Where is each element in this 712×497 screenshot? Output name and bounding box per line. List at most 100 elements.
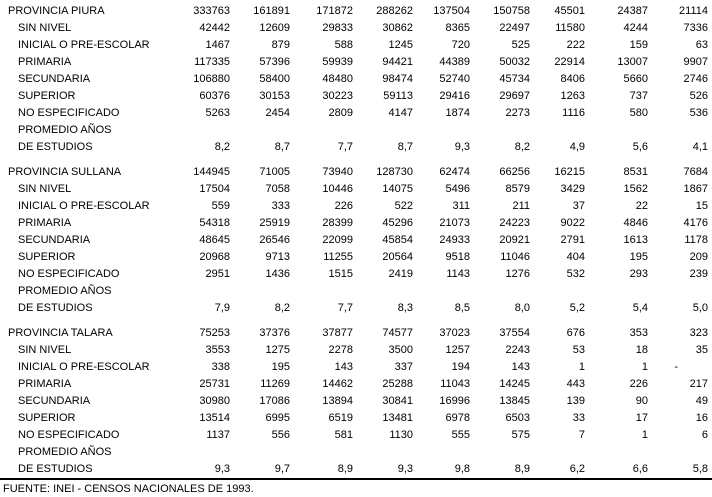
value-cell: 536: [689, 107, 708, 119]
value-cell: 50032: [499, 56, 530, 68]
value-cell: [353, 283, 413, 300]
value-cell: 8,0: [514, 302, 530, 314]
total-cell: 150758: [493, 5, 530, 17]
value-cell: 22497: [499, 22, 530, 34]
table-row: INICIAL O PRE-ESCOLAR 338 195 143 337 194 143 1…: [8, 359, 708, 376]
value-cell: [170, 122, 230, 139]
value-cell: 4,9: [569, 141, 585, 153]
value-cell: [353, 444, 413, 461]
value-cell: [470, 444, 530, 461]
value-cell: 1515: [328, 268, 353, 280]
total-cell: 62474: [439, 166, 470, 178]
value-cell: 209: [689, 251, 708, 263]
value-cell: 8,3: [397, 302, 413, 314]
value-cell: 11046: [500, 251, 530, 263]
value-cell: 57396: [259, 56, 290, 68]
value-cell: 3429: [560, 183, 585, 195]
value-cell: 1867: [683, 183, 708, 195]
value-cell: 29697: [499, 90, 530, 102]
value-cell: 18: [635, 344, 648, 356]
value-cell: 5,0: [692, 302, 708, 314]
value-cell: 8,7: [274, 141, 290, 153]
value-cell: 22914: [554, 56, 585, 68]
value-cell: 24223: [499, 217, 530, 229]
value-cell: 16: [695, 412, 708, 424]
value-cell: 404: [566, 251, 585, 263]
total-cell: 353: [629, 327, 648, 339]
value-cell: 94421: [382, 56, 413, 68]
total-cell: 37023: [439, 327, 470, 339]
value-cell: 1: [641, 429, 648, 441]
total-cell: 37554: [499, 327, 530, 339]
value-cell: [170, 283, 230, 300]
value-cell: 5,6: [632, 141, 648, 153]
value-cell: 5,8: [692, 463, 708, 475]
value-cell: 6519: [328, 412, 353, 424]
value-cell: 10446: [322, 183, 353, 195]
section-title-row: PROVINCIA PIURA 333763 161891 171872 288262 1…: [8, 3, 708, 20]
value-cell: 4176: [683, 217, 708, 229]
value-cell: 6978: [445, 412, 470, 424]
table-row: INICIAL O PRE-ESCOLAR 559 333 226 522 311 211 3…: [8, 198, 708, 215]
value-cell: 2951: [205, 268, 230, 280]
value-cell: 12609: [259, 22, 290, 34]
value-cell: [585, 283, 648, 300]
total-cell: 45501: [554, 5, 585, 17]
value-cell: 8,9: [514, 463, 530, 475]
value-cell: 2273: [505, 107, 530, 119]
row-label: SECUNDARIA: [18, 73, 91, 85]
value-cell: 211: [512, 200, 530, 212]
row-label: PROMEDIO AÑOS: [18, 446, 112, 458]
value-cell: 49: [695, 395, 708, 407]
value-cell: 15: [695, 200, 708, 212]
value-cell: 2791: [560, 234, 585, 246]
value-cell: 4846: [623, 217, 648, 229]
value-cell: 14075: [382, 183, 413, 195]
value-cell: 13514: [199, 412, 230, 424]
value-cell: 2243: [505, 344, 530, 356]
value-cell: 25288: [382, 378, 413, 390]
value-cell: 556: [271, 429, 290, 441]
total-cell: 37376: [259, 327, 290, 339]
section-title-row: PROVINCIA TALARA 75253 37376 37877 74577 3702…: [8, 325, 708, 342]
value-cell: 30841: [382, 395, 413, 407]
value-cell: 5,2: [569, 302, 585, 314]
value-cell: 7058: [265, 183, 290, 195]
value-cell: 37: [572, 200, 585, 212]
value-cell: 1257: [445, 344, 470, 356]
value-cell: 17504: [199, 183, 230, 195]
value-cell: 63: [695, 39, 708, 51]
row-label: DE ESTUDIOS: [18, 302, 93, 314]
value-cell: 588: [334, 39, 353, 51]
value-cell: 25731: [199, 378, 230, 390]
total-cell: 71005: [259, 166, 290, 178]
value-cell: 98474: [382, 73, 413, 85]
value-cell: [585, 444, 648, 461]
total-cell: 66256: [499, 166, 530, 178]
value-cell: [290, 122, 353, 139]
table-row: NO ESPECIFICADO 5263 2454 2809 4147 1874 2273 1…: [8, 105, 708, 122]
value-cell: 1436: [265, 268, 290, 280]
table-row: PROMEDIO AÑOS: [8, 122, 708, 139]
value-cell: 7,9: [214, 302, 230, 314]
value-cell: 6503: [505, 412, 530, 424]
row-label: PRIMARIA: [18, 217, 72, 229]
value-cell: [585, 122, 648, 139]
total-cell: 73940: [322, 166, 353, 178]
row-label: NO ESPECIFICADO: [18, 429, 120, 441]
value-cell: 143: [334, 361, 353, 373]
value-cell: 217: [689, 378, 708, 390]
value-cell: 54318: [199, 217, 230, 229]
value-cell: 9022: [560, 217, 585, 229]
value-cell: 1874: [445, 107, 470, 119]
value-cell: [530, 283, 585, 300]
section-spacer: [8, 317, 708, 325]
value-cell: 8579: [505, 183, 530, 195]
table-row: PROMEDIO AÑOS: [8, 444, 708, 461]
row-label: NO ESPECIFICADO: [18, 268, 120, 280]
value-cell: 159: [629, 39, 648, 51]
value-cell: 226: [334, 200, 353, 212]
total-cell: 16215: [554, 166, 585, 178]
value-cell: 13007: [617, 56, 648, 68]
value-cell: 1116: [562, 107, 585, 119]
